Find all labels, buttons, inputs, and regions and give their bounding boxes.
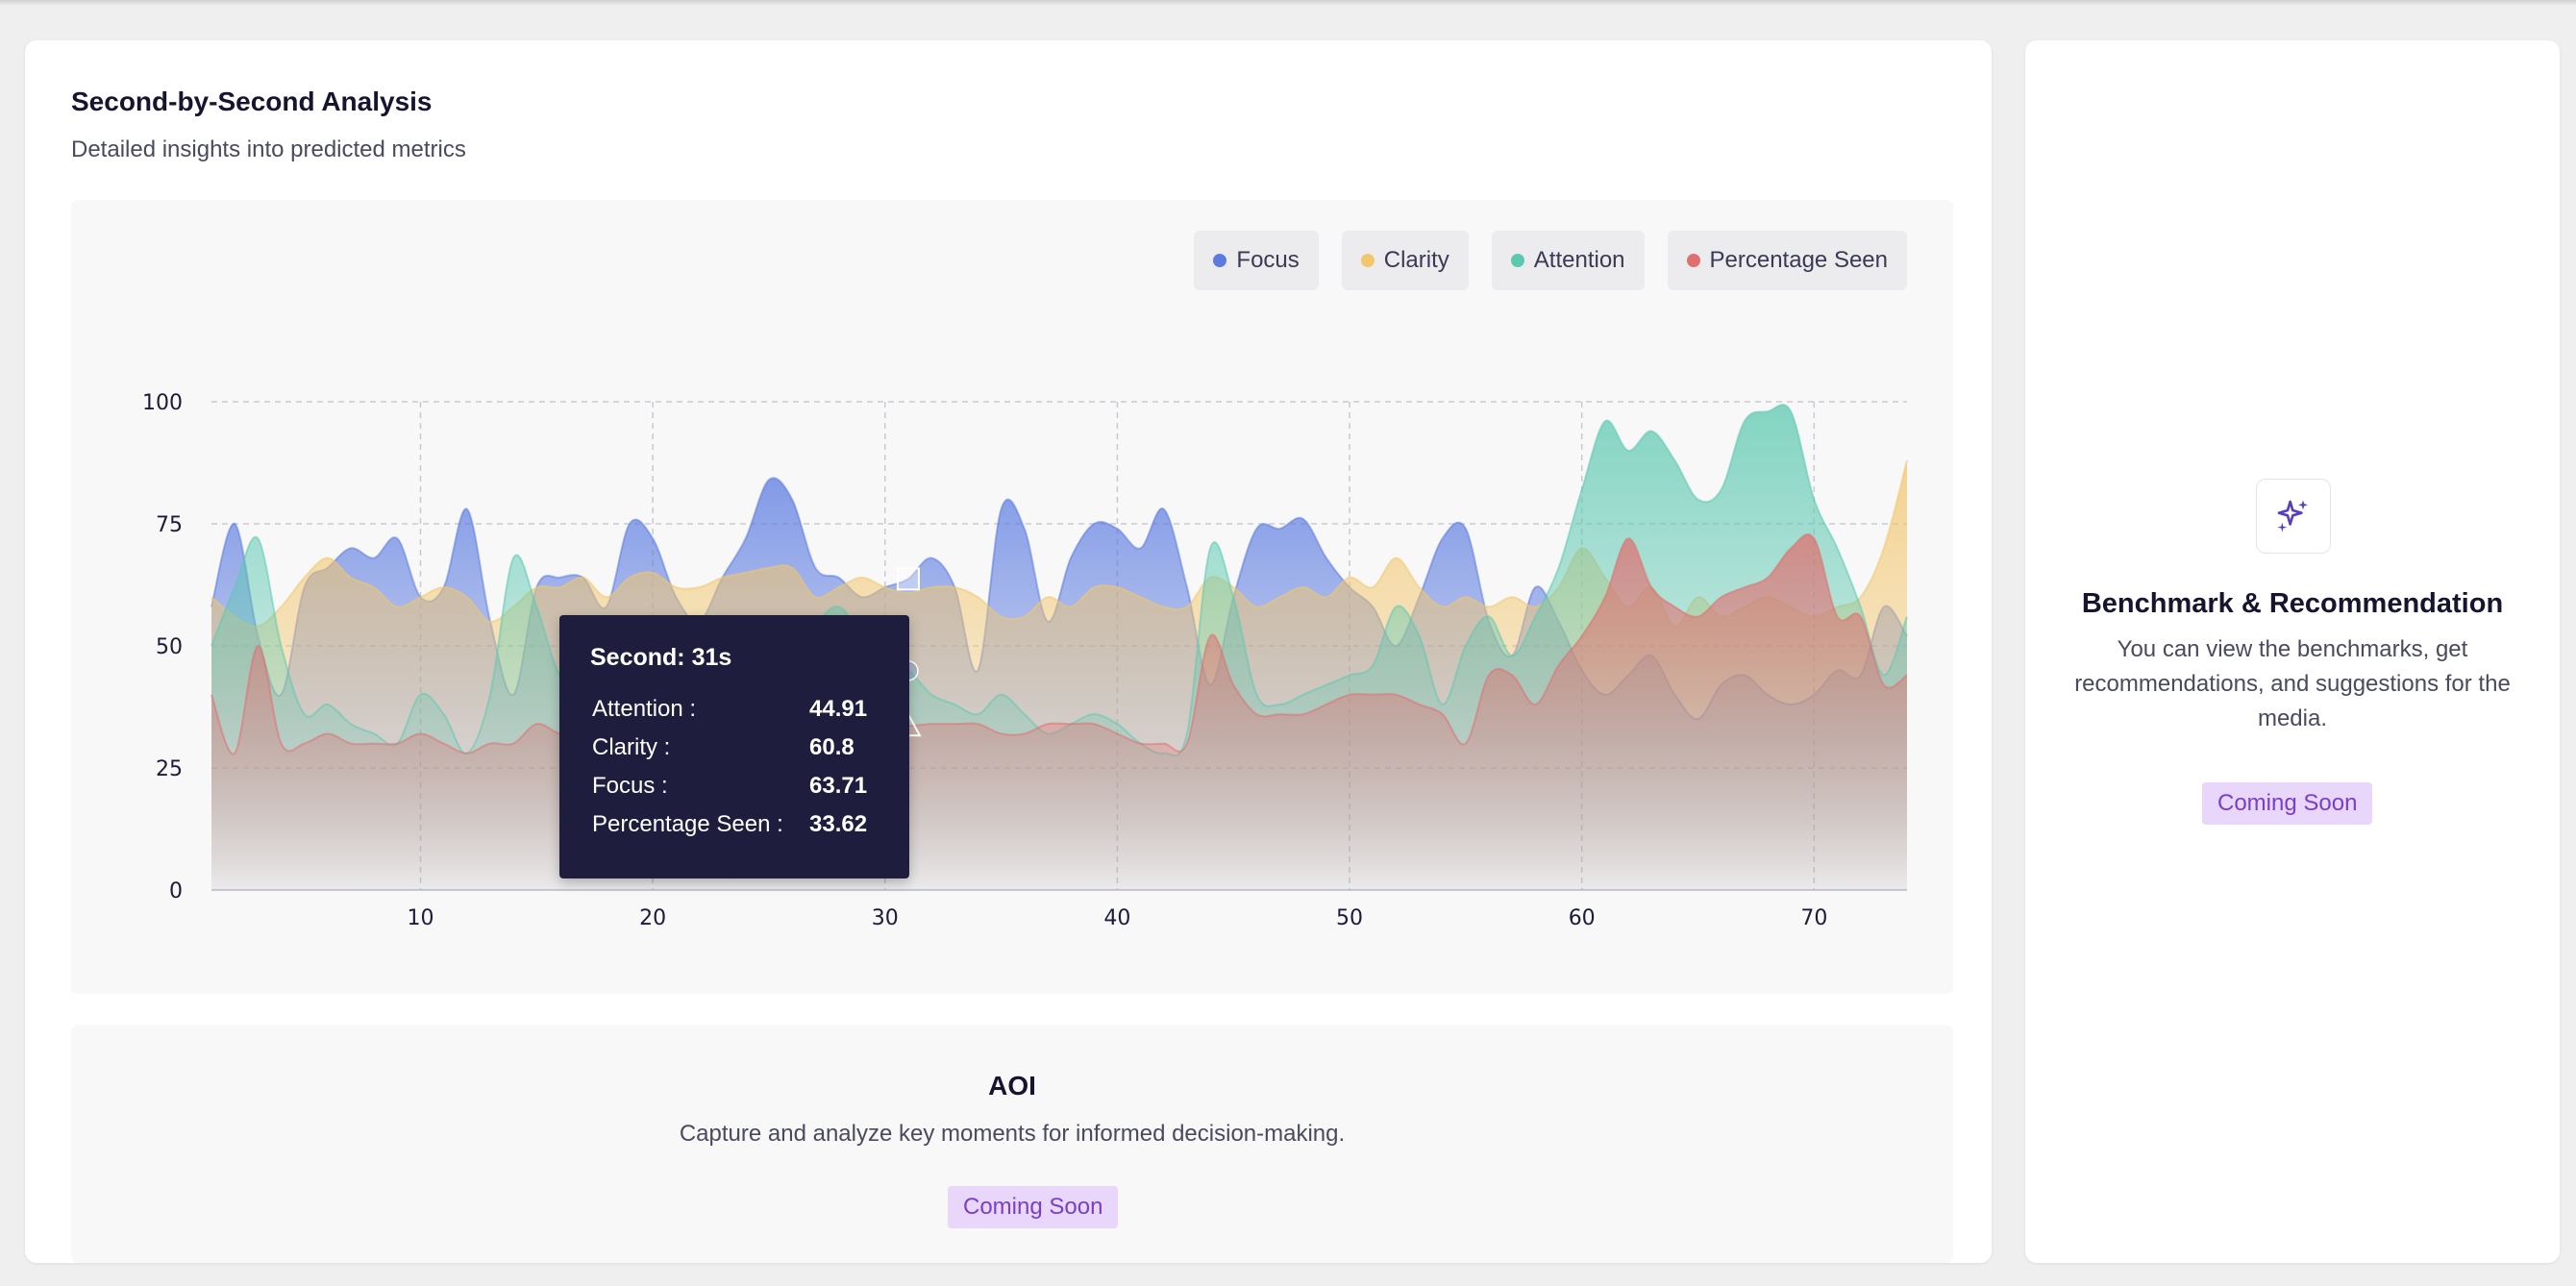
legend-label: Focus [1236, 247, 1300, 273]
chart-tooltip: Second: 31s Attention : 44.91 Clarity : … [559, 615, 909, 878]
legend-dot [1213, 254, 1227, 267]
legend-label: Clarity [1383, 247, 1449, 273]
sparkles-icon [2256, 479, 2331, 554]
legend-label: Percentage Seen [1709, 247, 1888, 273]
tooltip-title: Second: 31s [590, 644, 732, 671]
y-tick-label: 25 [156, 757, 183, 781]
tooltip-label-percentage-seen: Percentage Seen : [592, 811, 783, 837]
x-tick-label: 50 [1336, 906, 1363, 930]
legend-dot [1686, 254, 1700, 267]
y-tick-label: 100 [142, 391, 183, 415]
tooltip-label-focus: Focus : [592, 773, 668, 799]
benchmark-title: Benchmark & Recommendation [2081, 588, 2504, 619]
legend-item-attention[interactable]: Attention [1491, 231, 1645, 290]
tooltip-label-clarity: Clarity : [592, 734, 671, 760]
benchmark-card: Benchmark & Recommendation You can view … [2025, 40, 2560, 1263]
analysis-card: Second-by-Second Analysis Detailed insig… [25, 40, 1992, 1263]
y-tick-label: 0 [169, 879, 183, 903]
top-shadow [0, 0, 2576, 6]
tooltip-value-clarity: 60.8 [809, 734, 855, 760]
chart-legend: Focus Clarity Attention Percentage Seen [1194, 231, 1907, 290]
tooltip-value-focus: 63.71 [809, 773, 868, 799]
aoi-title: AOI [988, 1071, 1036, 1101]
aoi-panel: AOI Capture and analyze key moments for … [71, 1025, 1953, 1263]
legend-item-percentage-seen[interactable]: Percentage Seen [1667, 231, 1907, 290]
benchmark-description: You can view the benchmarks, get recomme… [2074, 636, 2511, 731]
chart-panel: 0 25 50 75 100 10 20 30 40 50 60 70 Focus Clarity A… [71, 200, 1953, 994]
legend-item-clarity[interactable]: Clarity [1341, 231, 1469, 290]
series-line-percentage-seen [211, 532, 1908, 755]
legend-dot [1360, 254, 1375, 267]
tooltip-value-percentage-seen: 33.62 [809, 811, 868, 837]
y-tick-label: 75 [156, 513, 183, 537]
aoi-coming-soon-badge: Coming Soon [948, 1186, 1119, 1228]
analysis-subtitle: Detailed insights into predicted metrics [71, 136, 466, 162]
tooltip-value-attention: 44.91 [809, 696, 868, 722]
legend-label: Attention [1533, 247, 1625, 273]
tooltip-label-attention: Attention : [592, 696, 697, 722]
benchmark-coming-soon-badge: Coming Soon [2202, 782, 2373, 825]
x-tick-label: 30 [872, 906, 899, 930]
aoi-description: Capture and analyze key moments for info… [679, 1121, 1346, 1147]
x-tick-label: 20 [639, 906, 666, 930]
x-tick-label: 60 [1569, 906, 1596, 930]
analysis-title: Second-by-Second Analysis [71, 87, 433, 116]
metrics-area-chart[interactable]: 0 25 50 75 100 10 20 30 40 50 60 70 [71, 200, 1953, 994]
legend-item-focus[interactable]: Focus [1194, 231, 1319, 290]
x-tick-label: 70 [1800, 906, 1827, 930]
x-tick-label: 10 [407, 906, 433, 930]
hover-marker-focus [896, 567, 920, 591]
y-tick-label: 50 [156, 635, 183, 659]
x-tick-label: 40 [1103, 906, 1130, 930]
legend-dot [1510, 254, 1524, 267]
